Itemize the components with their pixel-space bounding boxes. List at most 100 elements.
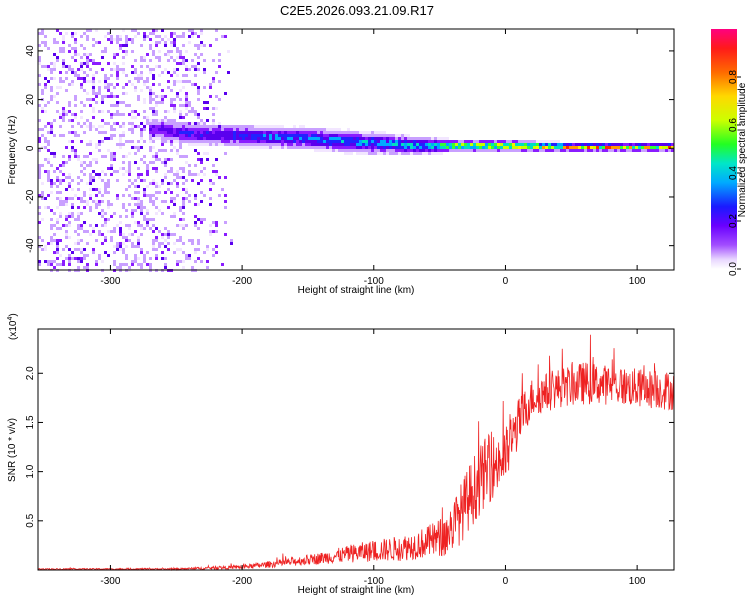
spectrogram-cell xyxy=(170,134,173,137)
spectrogram-cell xyxy=(161,89,164,92)
spectrogram-cell xyxy=(464,140,467,143)
spectrogram-cell xyxy=(47,194,50,197)
spectrogram-cell xyxy=(164,41,167,44)
spectrogram-cell xyxy=(167,110,170,113)
spectrogram-cell xyxy=(164,53,167,56)
spectrogram-cell xyxy=(80,170,83,173)
spectrogram-cell xyxy=(260,125,263,128)
spectrogram-cell xyxy=(149,161,152,164)
spectrogram-cell xyxy=(404,143,407,146)
spectrogram-cell xyxy=(119,227,122,230)
spectrogram-cell xyxy=(134,59,137,62)
spectrogram-cell xyxy=(98,131,101,134)
spectrogram-cell xyxy=(140,146,143,149)
spectrogram-cell xyxy=(503,146,506,149)
spectrogram-cell xyxy=(131,233,134,236)
spectrogram-cell xyxy=(38,164,41,167)
spectrogram-cell xyxy=(215,134,218,137)
spectrogram-cell xyxy=(176,122,179,125)
spectrogram-cell xyxy=(422,146,425,149)
spectrogram-cell xyxy=(284,140,287,143)
spectrogram-cell xyxy=(431,146,434,149)
spectrogram-cell xyxy=(77,224,80,227)
spectrogram-cell xyxy=(164,266,167,269)
spectrogram-cell xyxy=(344,137,347,140)
spectrogram-cell xyxy=(179,80,182,83)
spectrogram-cell xyxy=(80,44,83,47)
spectrogram-cell xyxy=(59,263,62,266)
spectrogram-cell xyxy=(128,173,131,176)
spectrogram-cell xyxy=(215,158,218,161)
spectrogram-cell xyxy=(467,149,470,152)
spectrogram-cell xyxy=(527,146,530,149)
spectrogram-cell xyxy=(179,50,182,53)
spectrogram-cell xyxy=(386,137,389,140)
spectrogram-cell xyxy=(158,245,161,248)
spectrogram-cell xyxy=(389,149,392,152)
spectrogram-cell xyxy=(146,263,149,266)
spectrogram-cell xyxy=(302,134,305,137)
spectrogram-cell xyxy=(74,32,77,35)
spectrogram-cell xyxy=(170,125,173,128)
spectrogram-cell xyxy=(278,146,281,149)
spectrogram-cell xyxy=(98,191,101,194)
spectrogram-cell xyxy=(146,209,149,212)
spectrogram-cell xyxy=(122,50,125,53)
spectrogram-cell xyxy=(128,167,131,170)
spectrogram-cell xyxy=(110,155,113,158)
spectrogram-cell xyxy=(167,80,170,83)
spectrogram-cell xyxy=(47,263,50,266)
spectrogram-cell xyxy=(593,146,596,149)
spectrogram-cell xyxy=(224,194,227,197)
spectrogram-cell xyxy=(146,251,149,254)
spectrogram-cell xyxy=(317,131,320,134)
spectrogram-cell xyxy=(257,125,260,128)
spectrogram-cell xyxy=(206,140,209,143)
spectrogram-cell xyxy=(218,137,221,140)
spectrogram-cell xyxy=(392,149,395,152)
spectrogram-cell xyxy=(200,41,203,44)
spectrogram-cell xyxy=(404,152,407,155)
spectrogram-cell xyxy=(194,215,197,218)
spectrogram-cell xyxy=(218,176,221,179)
spectrogram-cell xyxy=(509,140,512,143)
spectrogram-cell xyxy=(182,203,185,206)
spectrogram-cell xyxy=(620,143,623,146)
spectrogram-cell xyxy=(329,149,332,152)
spectrogram-cell xyxy=(350,149,353,152)
spectrogram-cell xyxy=(134,209,137,212)
spectrogram-cell xyxy=(185,95,188,98)
spectrogram-cell xyxy=(245,131,248,134)
spectrogram-cell xyxy=(65,236,68,239)
spectrogram-cell xyxy=(200,128,203,131)
spectrogram-cell xyxy=(131,245,134,248)
spectrogram-cell xyxy=(215,224,218,227)
spectrogram-cell xyxy=(362,140,365,143)
spectrogram-cell xyxy=(149,98,152,101)
spectrogram-cell xyxy=(71,212,74,215)
spectrogram-cell xyxy=(80,248,83,251)
spectrogram-cell xyxy=(365,146,368,149)
spectrogram-cell xyxy=(419,152,422,155)
spectrogram-cell xyxy=(152,53,155,56)
spectrogram-cell xyxy=(485,149,488,152)
spectrogram-cell xyxy=(371,143,374,146)
spectrogram-cell xyxy=(146,218,149,221)
spectrogram-cell xyxy=(185,50,188,53)
spectrogram-cell xyxy=(239,137,242,140)
spectrogram-cell xyxy=(107,110,110,113)
spectrogram-cell xyxy=(38,119,41,122)
spectrogram-cell xyxy=(56,179,59,182)
spectrogram-cell xyxy=(431,152,434,155)
spectrogram-cell xyxy=(173,98,176,101)
spectrogram-cell xyxy=(605,146,608,149)
spectrogram-cell xyxy=(593,149,596,152)
spectrogram-cell xyxy=(254,131,257,134)
spectrogram-cell xyxy=(185,161,188,164)
spectrogram-cell xyxy=(152,182,155,185)
spectrogram-cell xyxy=(119,140,122,143)
spectrogram-cell xyxy=(92,125,95,128)
spectrogram-cell xyxy=(611,146,614,149)
spectrogram-cell xyxy=(80,257,83,260)
spectrogram-cell xyxy=(89,209,92,212)
